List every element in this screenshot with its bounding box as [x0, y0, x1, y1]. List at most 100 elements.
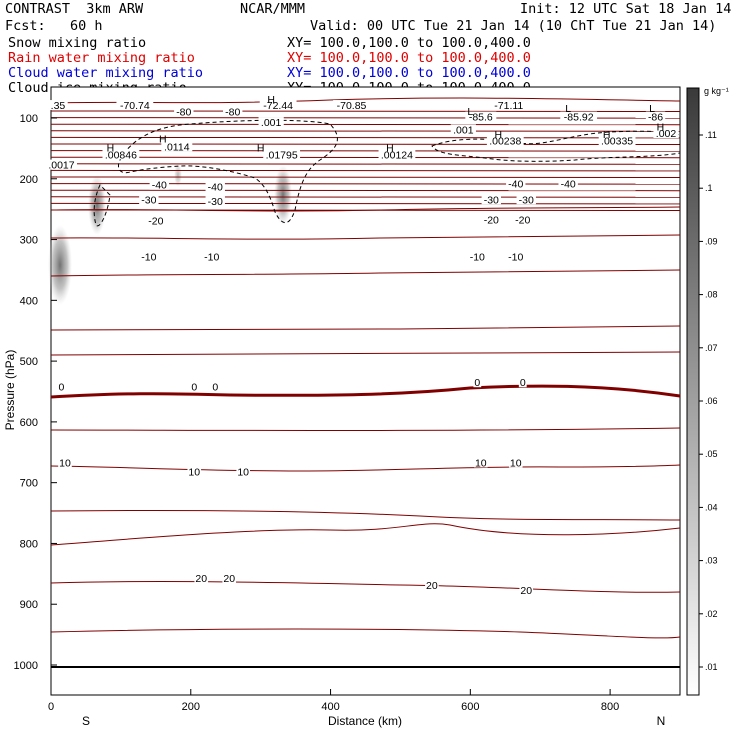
contour-label-bg [205, 181, 225, 192]
contour-label-bg [161, 141, 193, 152]
legend-rain-label: Rain water mixing ratio [8, 50, 195, 66]
contour-label-bg [558, 178, 578, 189]
x-tick-label: 200 [182, 701, 200, 713]
header-center: NCAR/MMM [240, 1, 306, 17]
contour-label-bg [57, 381, 66, 392]
upper-isotherm [50, 123, 681, 126]
contour-label: -40 [208, 182, 223, 194]
upper-isotherm [50, 143, 681, 145]
contour-label-bg [139, 251, 159, 262]
contour-label-bg [236, 466, 250, 477]
contour-label-bg [149, 179, 170, 190]
header-init: Init: 12 UTC Sat 18 Jan 14 [520, 1, 732, 17]
y-tick-label: 200 [20, 174, 38, 186]
isotherm-0 [50, 384, 681, 399]
x-tick-label: 600 [461, 701, 479, 713]
plot-frame [50, 86, 681, 696]
high-marker: H [107, 142, 115, 154]
contour-label: -40 [508, 178, 523, 190]
contour-label-bg [174, 106, 194, 117]
low-marker: L [649, 103, 655, 115]
high-marker: H [494, 129, 502, 141]
contour-label-bg [333, 100, 370, 111]
upper-isotherm [50, 163, 681, 165]
contour-label: -20 [148, 216, 163, 228]
colorbar [686, 87, 700, 696]
cloud-ice-contours [93, 119, 681, 227]
upper-isotherm [50, 209, 681, 211]
contour-label-bg [465, 111, 497, 122]
contour-label-bg [516, 194, 536, 205]
colorbar-tick-label: .08 [705, 290, 718, 300]
temperature-contours [50, 97, 681, 593]
contour-label-bg [223, 106, 243, 117]
contour-label: -85.6 [469, 112, 493, 124]
contour-label-bg [187, 466, 202, 477]
contour-label-bg [467, 251, 488, 262]
contour-label: 20 [195, 573, 207, 585]
contour-label-bg [481, 194, 501, 205]
contour-label: 20 [520, 585, 532, 597]
contour-label: -71.11 [494, 100, 523, 112]
colorbar-tick-label: .03 [705, 556, 718, 566]
intermediate-isotherm [50, 427, 681, 431]
x-axis-label: Distance (km) [328, 714, 402, 728]
contour-label-bg [202, 251, 222, 262]
contour-label: .35 [51, 100, 66, 112]
y-tick-label: 400 [20, 295, 38, 307]
contour-label: -80 [225, 107, 240, 119]
upper-isotherm [50, 169, 681, 172]
y-tick-label: 900 [20, 599, 38, 611]
legend-cloudwater-xy: XY= 100.0,100.0 to 100.0,400.0 [287, 65, 531, 81]
south-label: S [82, 714, 90, 728]
contour-label: -30 [208, 196, 223, 208]
x-axis: 0 200 400 600 800 [48, 689, 619, 713]
isotherm-10 [50, 464, 681, 472]
x-tick-label: 0 [48, 701, 54, 713]
intermediate-isotherm [50, 510, 681, 521]
contour-label-bg [378, 149, 416, 160]
y-tick-label: 300 [20, 235, 38, 247]
contour-label: 10 [59, 457, 71, 469]
contour-label: -20 [484, 214, 499, 226]
upper-isotherm [50, 189, 681, 192]
contour-label: 10 [510, 457, 522, 469]
high-marker: H [386, 142, 394, 154]
contour-label-bg [116, 100, 154, 111]
colorbar-tick-label: .06 [705, 396, 718, 406]
intermediate-isotherm [50, 628, 681, 639]
contour-label: 0 [59, 381, 65, 393]
contour-label-bg [598, 135, 636, 146]
upper-isotherm [50, 130, 681, 132]
contour-label: .00124 [381, 149, 413, 161]
upper-isotherm [50, 156, 681, 159]
contour-label-bg [513, 214, 533, 225]
contour-label: -80 [176, 107, 191, 119]
contour-label-bg [490, 100, 528, 111]
snow-blob [48, 225, 72, 305]
contour-label: -40 [561, 178, 576, 190]
contour-label-bg [58, 457, 72, 468]
contour-label-bg [205, 196, 225, 207]
contour-label: -20 [515, 214, 530, 226]
contour-label: -70.85 [337, 100, 367, 112]
contour-label-bg [506, 178, 526, 189]
north-label: N [657, 714, 666, 728]
contour-label: 10 [188, 467, 200, 479]
contour-label: -72.44 [263, 100, 293, 112]
contour-label: -30 [484, 194, 499, 206]
colorbar-tick-label: .1 [705, 183, 713, 193]
contour-label: -30 [519, 194, 534, 206]
isotherm--10 [50, 325, 681, 331]
contour-label: .01795 [266, 149, 298, 161]
contour-label-bg [653, 128, 679, 139]
contour-label: .00238 [489, 135, 521, 147]
y-tick-label: 100 [20, 113, 38, 125]
contour-label-bg [259, 100, 297, 111]
contour-label-bg [48, 100, 68, 111]
contour-label: .002 [656, 128, 677, 140]
contour-label: -10 [470, 251, 485, 263]
high-marker: H [267, 94, 275, 106]
contour-label-bg [506, 251, 526, 262]
low-marker: L [565, 103, 571, 115]
